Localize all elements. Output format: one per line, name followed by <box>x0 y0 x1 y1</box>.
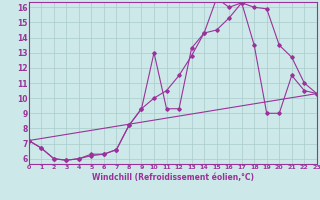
X-axis label: Windchill (Refroidissement éolien,°C): Windchill (Refroidissement éolien,°C) <box>92 173 254 182</box>
